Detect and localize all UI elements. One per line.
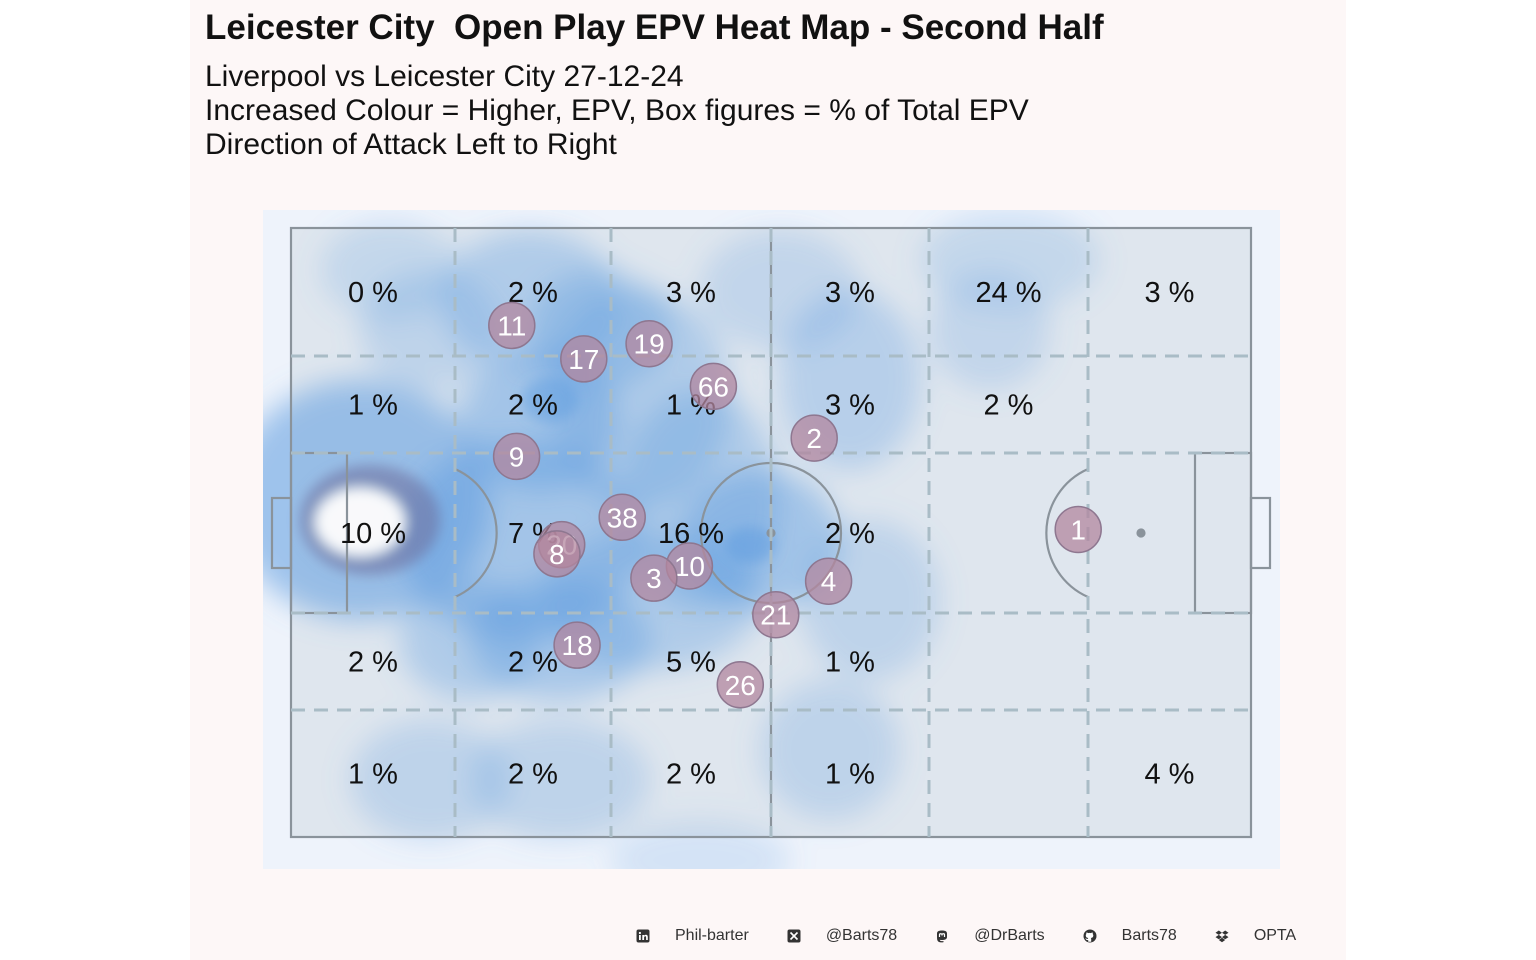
player-markers: 11171966923820810342118261 [488,301,1102,709]
player-number: 11 [497,310,526,341]
player-marker [598,493,646,542]
zone-percentage-label: 3 % [825,277,875,309]
player-number: 19 [634,329,665,360]
linkedin-icon [636,929,650,943]
zone-percentage-label: 2 % [508,647,558,679]
zone-percentage-label: 1 % [348,390,398,422]
player-marker [630,554,678,602]
zone-percentage-label: 3 % [1145,277,1195,309]
x-icon [787,929,801,943]
zone-percentage-label: 0 % [348,277,398,309]
subtitle-legend: Increased Colour = Higher, EPV, Box figu… [205,94,1029,127]
player-number: 26 [725,670,756,701]
player-marker [492,432,541,481]
player-number: 66 [698,371,729,402]
player-marker [689,362,738,411]
zone-percentage-label: 5 % [666,647,716,679]
zone-percentage-label: 1 % [348,759,398,791]
player-marker [625,319,673,368]
player-number: 18 [562,630,593,661]
zone-percentage-label: 2 % [508,759,558,791]
heat-blob [725,527,775,563]
heat-peak-core [315,488,405,556]
player-marker [553,621,601,669]
player-marker [1054,505,1102,554]
zone-percentage-label: 10 % [340,518,406,550]
zone-percentage-label: 2 % [348,647,398,679]
zone-percentage-label: 4 % [1145,759,1195,791]
player-marker [533,530,581,578]
subtitle-direction: Direction of Attack Left to Right [205,128,617,161]
player-number: 2 [806,423,822,454]
footer-x-text: @Barts78 [825,927,898,944]
zone-percentage-label: 2 % [825,518,875,550]
zone-percentage-label: 24 % [975,277,1041,309]
footer-mastodon-text: @DrBarts [974,927,1045,944]
heat-blob [700,230,860,350]
player-marker [716,661,765,709]
zone-percentage-label: 1 % [825,647,875,679]
zone-percentage-label: 2 % [984,390,1034,422]
heat-blob [320,220,460,320]
footer-github-text: Barts78 [1121,927,1177,944]
footer-credits: Phil-barter @Barts78 @DrBarts Barts78 OP… [636,924,1296,948]
player-number: 4 [821,566,837,597]
zone-percentage-label: 3 % [666,277,716,309]
zone-percentage-label: 1 % [825,759,875,791]
mastodon-icon [935,929,949,943]
pitch-heatmap: 0 % 2 % 3 % 3 % 24 % 3 %1 % 2 % 1 % 3 % 2 %10 % 7 … [263,210,1280,869]
heat-blob [522,378,578,422]
player-number: 9 [509,441,525,472]
footer-linkedin-text: Phil-barter [675,927,749,944]
player-number: 17 [568,344,599,375]
player-marker [752,590,800,639]
subtitle-match: Liverpool vs Leicester City 27-12-24 [205,60,684,93]
footer-source-text: OPTA [1253,927,1297,944]
dropbox-icon [1215,929,1229,943]
heat-blob [350,720,510,840]
heat-blob [400,580,540,700]
player-number: 21 [760,600,791,631]
zone-percentage-label: 2 % [666,759,716,791]
player-number: 38 [607,502,638,533]
heat-blob [610,820,790,869]
heat-blob [920,210,1100,310]
player-marker [790,414,838,462]
player-marker [804,557,853,605]
player-number: 10 [674,551,705,582]
player-number: 8 [549,539,565,570]
player-number: 3 [646,563,662,594]
player-marker [560,335,608,383]
player-number: 1 [1070,514,1086,545]
heat-density-layer [263,210,1100,869]
zone-labels: 0 % 2 % 3 % 3 % 24 % 3 %1 % 2 % 1 % 3 % 2 %10 % 7 … [340,277,1195,791]
heat-blob [470,720,650,840]
player-marker [488,301,536,350]
chart-title: Leicester City Open Play EPV Heat Map - … [205,8,1104,47]
zone-percentage-label: 2 % [508,390,558,422]
github-icon [1083,929,1097,943]
zone-percentage-label: 3 % [825,390,875,422]
heat-blob [760,680,900,820]
